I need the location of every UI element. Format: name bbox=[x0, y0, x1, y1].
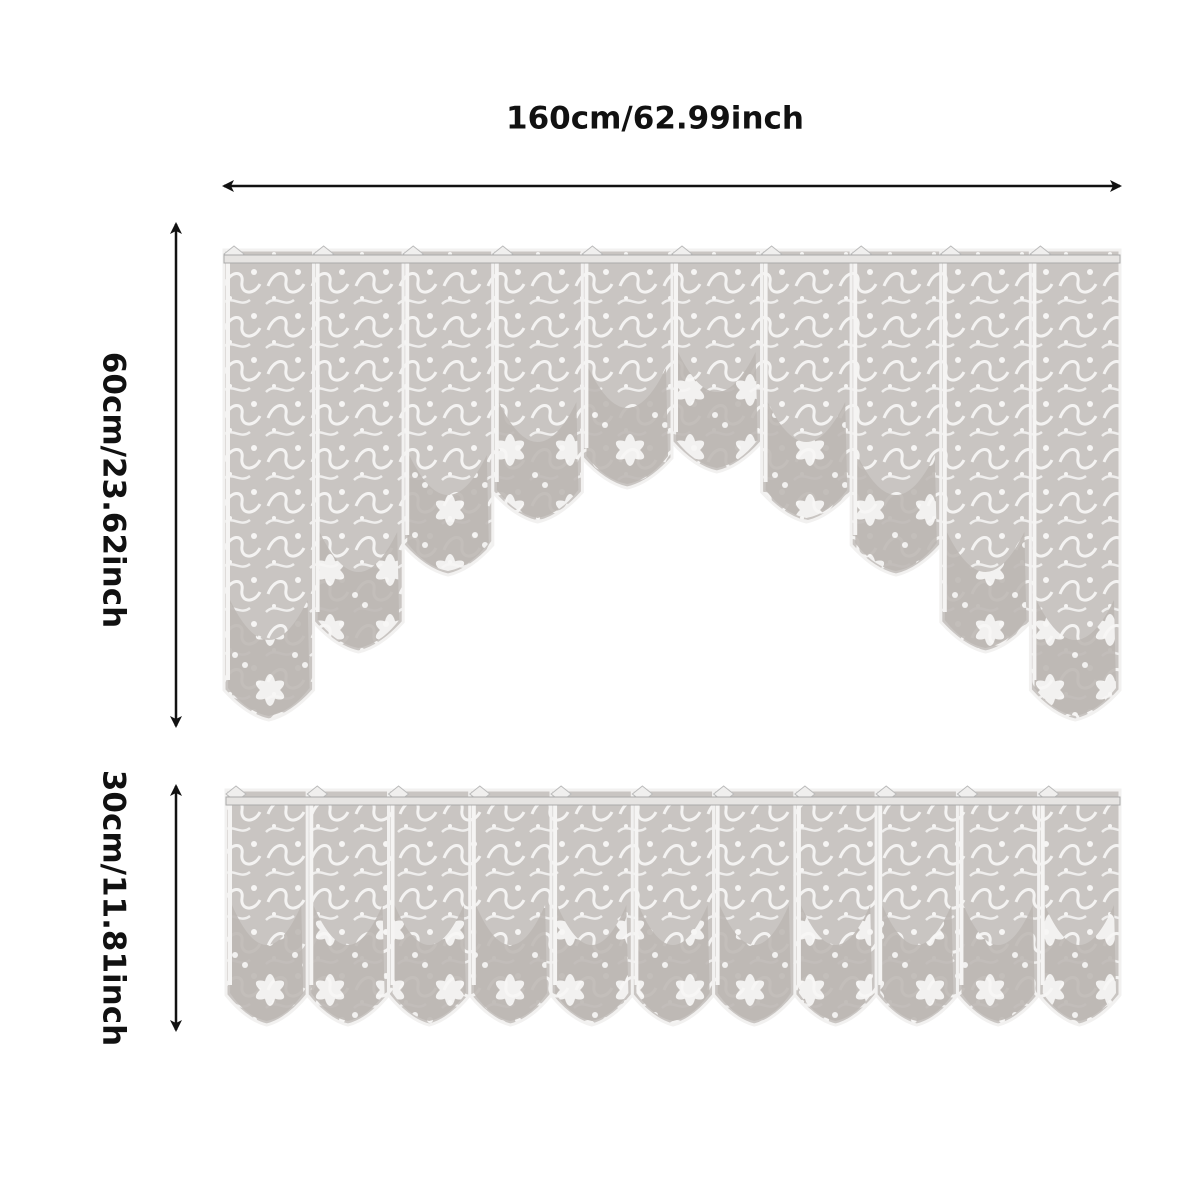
lace-border bbox=[228, 600, 310, 716]
lace-border bbox=[676, 352, 758, 468]
lace-border bbox=[636, 905, 710, 1021]
lace-border bbox=[496, 402, 579, 518]
lace-border bbox=[230, 905, 304, 1021]
lace-border bbox=[555, 905, 629, 1021]
lace-border bbox=[1034, 600, 1116, 716]
lace-border bbox=[798, 905, 873, 1021]
lace-border bbox=[961, 905, 1035, 1021]
curtain-rod bbox=[225, 796, 1121, 806]
lace-border bbox=[311, 905, 385, 1021]
valance-height-label: 30cm/11.81inch bbox=[96, 770, 132, 1046]
swag-curtain bbox=[222, 245, 1122, 722]
lace-border bbox=[1042, 905, 1116, 1021]
swag-height-label: 60cm/23.62inch bbox=[96, 352, 132, 628]
valance-curtain bbox=[224, 785, 1122, 1027]
lace-border bbox=[317, 532, 400, 648]
lace-border bbox=[717, 905, 791, 1021]
lace-panel bbox=[1028, 248, 1122, 722]
lace-border bbox=[407, 455, 489, 571]
lace-border bbox=[880, 905, 954, 1021]
lace-border bbox=[855, 455, 937, 571]
curtain-rod bbox=[223, 254, 1121, 264]
lace-border bbox=[586, 368, 668, 484]
lace-border bbox=[944, 532, 1027, 648]
lace-panel bbox=[222, 248, 316, 722]
lace-border bbox=[392, 905, 466, 1021]
lace-panel bbox=[312, 248, 405, 654]
lace-border bbox=[473, 905, 548, 1021]
width-label: 160cm/62.99inch bbox=[506, 101, 804, 137]
lace-panel bbox=[939, 248, 1032, 654]
lace-border bbox=[765, 402, 848, 518]
